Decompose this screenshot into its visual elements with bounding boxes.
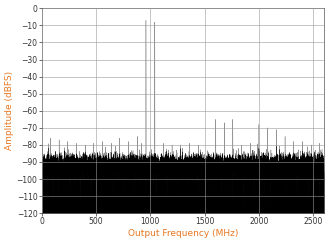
X-axis label: Output Frequency (MHz): Output Frequency (MHz): [128, 229, 238, 238]
Y-axis label: Amplitude (dBFS): Amplitude (dBFS): [5, 71, 14, 150]
